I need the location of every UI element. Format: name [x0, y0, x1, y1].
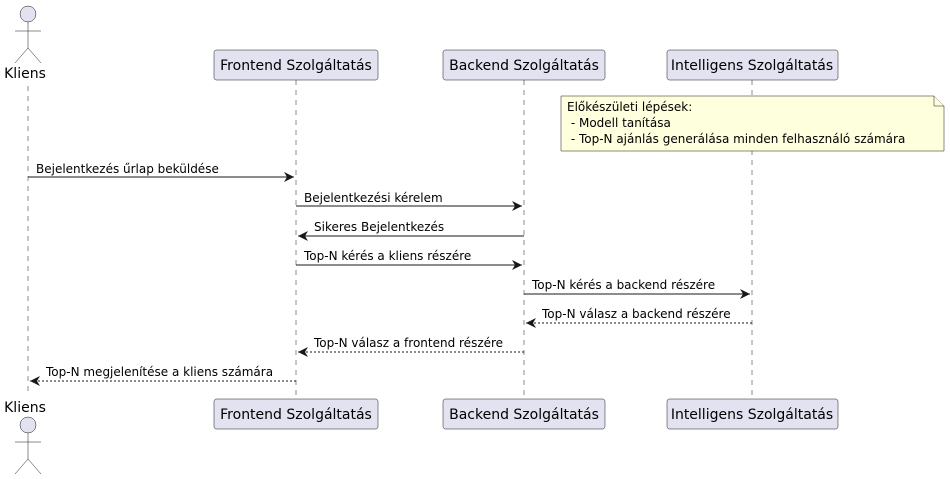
message: Bejelentkezési kérelem [296, 191, 522, 211]
message: Top-N megjelenítése a kliens számára [30, 365, 296, 386]
actor-kliens-label: Kliens [4, 400, 46, 416]
note-preparation: Előkészületi lépések: - Modell tanítása … [560, 95, 945, 152]
message: Top-N kérés a backend részére [524, 278, 750, 299]
participant-backend-label: Backend Szolgáltatás [449, 58, 599, 74]
message: Top-N válasz a backend részére [526, 307, 752, 328]
actor-icon [14, 416, 42, 475]
message-label: Top-N megjelenítése a kliens számára [45, 365, 273, 379]
message-label: Top-N válasz a backend részére [541, 307, 731, 321]
message: Top-N kérés a kliens részére [296, 249, 522, 270]
participant-frontend-top[interactable]: Frontend Szolgáltatás [213, 49, 379, 81]
participant-backend-bottom[interactable]: Backend Szolgáltatás [442, 398, 606, 430]
participant-backend-label: Backend Szolgáltatás [449, 407, 599, 423]
actor-icon [14, 5, 42, 64]
participant-frontend-bottom[interactable]: Frontend Szolgáltatás [213, 398, 379, 430]
participant-intelligens-top[interactable]: Intelligens Szolgáltatás [666, 49, 839, 81]
note-line: - Modell tanítása [567, 116, 671, 130]
message-label: Sikeres Bejelentkezés [314, 220, 444, 234]
message-label: Top-N kérés a backend részére [531, 278, 715, 292]
participant-intelligens-bottom[interactable]: Intelligens Szolgáltatás [666, 398, 839, 430]
participant-intelligens-label: Intelligens Szolgáltatás [671, 407, 833, 423]
message: Bejelentkezés űrlap beküldése [28, 162, 294, 182]
note-line: - Top-N ajánlás generálása minden felhas… [567, 132, 905, 146]
actor-kliens-top[interactable]: Kliens [4, 5, 46, 82]
participant-intelligens-label: Intelligens Szolgáltatás [671, 58, 833, 74]
participant-frontend-label: Frontend Szolgáltatás [220, 58, 372, 74]
message: Sikeres Bejelentkezés [298, 220, 524, 241]
participant-frontend-label: Frontend Szolgáltatás [220, 407, 372, 423]
actor-kliens-bottom[interactable]: Kliens [4, 400, 46, 475]
message-label: Top-N kérés a kliens részére [303, 249, 471, 263]
note-line: Előkészületi lépések: [567, 100, 692, 114]
message-label: Top-N válasz a frontend részére [313, 336, 503, 350]
message-label: Bejelentkezés űrlap beküldése [36, 162, 219, 176]
message-label: Bejelentkezési kérelem [304, 191, 443, 205]
actor-kliens-label: Kliens [4, 66, 46, 82]
message: Top-N válasz a frontend részére [298, 336, 524, 357]
participant-backend-top[interactable]: Backend Szolgáltatás [442, 49, 606, 81]
